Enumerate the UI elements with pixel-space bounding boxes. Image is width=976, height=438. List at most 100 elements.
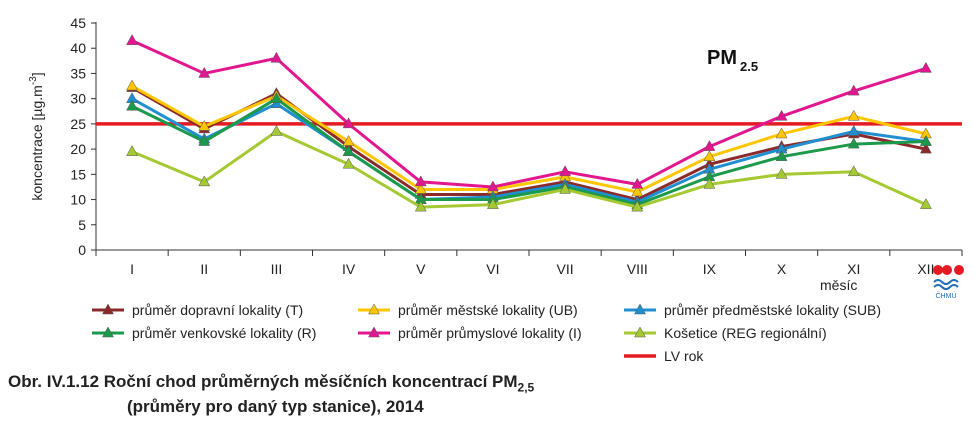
series-group — [126, 34, 932, 212]
data-point — [919, 198, 932, 209]
y-tick-label: 25 — [70, 116, 86, 132]
data-point — [198, 66, 211, 78]
legend-marker — [102, 326, 114, 338]
legend-label: průměr předměstské lokality (SUB) — [664, 302, 881, 318]
series-6 — [126, 124, 932, 212]
y-tick-label: 5 — [78, 217, 86, 233]
data-point — [847, 124, 860, 136]
data-point — [775, 150, 788, 161]
x-axis-ticks: I II III IV V VI VII VIII IX X XI XII — [95, 250, 963, 277]
legend-item: průměr předměstské lokality (SUB) — [624, 302, 881, 318]
data-point — [270, 124, 283, 136]
axes — [95, 22, 962, 251]
x-tick-label: III — [271, 261, 283, 277]
data-point — [703, 177, 716, 189]
data-point — [775, 109, 788, 121]
legend-label: průměr průmyslové lokality (I) — [398, 325, 582, 341]
data-point — [631, 177, 644, 189]
caption-subscript: 2,5 — [517, 380, 535, 395]
data-point — [198, 119, 211, 131]
x-tick-label: VIII — [627, 261, 648, 277]
data-point — [919, 142, 932, 154]
legend-marker — [634, 326, 646, 338]
x-tick-label: VI — [486, 261, 499, 277]
y-tick-label: 35 — [70, 65, 86, 81]
legend-label: LV rok — [664, 348, 704, 364]
legend-item: LV rok — [624, 348, 704, 364]
data-point — [270, 92, 283, 103]
data-point — [847, 84, 860, 96]
legend-label: průměr dopravní lokality (T) — [132, 302, 303, 318]
data-point — [559, 165, 572, 177]
series-5 — [126, 34, 932, 192]
data-point — [198, 135, 211, 146]
x-tick-label: V — [416, 261, 426, 277]
data-point — [847, 165, 860, 177]
logo-wave — [933, 279, 959, 285]
data-point — [631, 200, 644, 212]
data-point — [126, 99, 139, 111]
legend: průměr dopravní lokality (T) průměr městs… — [92, 302, 881, 364]
x-tick-label: II — [200, 261, 208, 277]
caption-line2: (průměry pro daný typ stanice), 2014 — [127, 397, 424, 417]
series-line — [131, 97, 926, 207]
y-tick-label: 40 — [70, 40, 86, 56]
y-tick-label: 10 — [70, 192, 86, 208]
x-axis-label: měsíc — [820, 277, 857, 293]
legend-item: průměr průmyslové lokality (I) — [358, 325, 582, 341]
data-point — [919, 61, 932, 73]
series-line — [131, 39, 927, 189]
data-point — [414, 200, 427, 212]
x-tick-label: IV — [342, 261, 356, 277]
chart-title-subscript: 2.5 — [740, 59, 758, 74]
legend-label: Košetice (REG regionální) — [664, 325, 827, 341]
y-tick-label: 0 — [78, 242, 86, 258]
data-point — [919, 135, 932, 146]
legend-item: Košetice (REG regionální) — [624, 325, 827, 341]
x-tick-label: X — [777, 261, 787, 277]
data-point — [414, 175, 427, 187]
data-point — [126, 34, 139, 45]
data-point — [486, 180, 499, 192]
x-tick-label: XII — [917, 261, 934, 277]
caption-prefix: Obr. IV.1.12 Roční chod průměrných měsíč… — [8, 372, 518, 391]
legend-marker — [102, 303, 114, 315]
data-point — [486, 198, 499, 209]
y-tick-label: 15 — [70, 166, 86, 182]
data-point — [126, 79, 139, 91]
data-point — [270, 51, 283, 63]
y-axis-label: koncentrace [µg.m-3] — [28, 72, 45, 200]
legend-item: průměr městské lokality (UB) — [358, 302, 578, 318]
data-point — [198, 175, 211, 187]
x-tick-label: I — [130, 261, 134, 277]
series-line — [131, 129, 927, 209]
logo-dot — [933, 265, 943, 275]
data-point — [126, 145, 139, 156]
data-point — [703, 140, 716, 151]
legend-marker — [368, 303, 380, 315]
data-point — [703, 150, 716, 161]
data-point — [559, 182, 572, 194]
figure-caption: Obr. IV.1.12 Roční chod průměrných měsíč… — [8, 372, 534, 417]
chmu-logo: ČHMÚ — [933, 265, 964, 300]
logo-text: ČHMÚ — [936, 291, 957, 300]
chart-title: PM — [707, 47, 737, 69]
legend-item: průměr venkovské lokality (R) — [92, 325, 316, 341]
data-point — [775, 127, 788, 139]
legend-label: průměr městské lokality (UB) — [398, 302, 578, 318]
legend-item: průměr dopravní lokality (T) — [92, 302, 303, 318]
legend-marker — [368, 326, 380, 338]
title-background — [694, 38, 776, 78]
x-tick-label: IX — [703, 261, 717, 277]
caption-line1: Obr. IV.1.12 Roční chod průměrných měsíč… — [8, 372, 535, 395]
logo-dot — [942, 265, 952, 275]
y-tick-label: 45 — [70, 15, 86, 31]
x-tick-label: XI — [847, 261, 860, 277]
y-tick-label: 30 — [70, 91, 86, 107]
y-tick-label: 20 — [70, 141, 86, 157]
x-tick-label: VII — [557, 261, 574, 277]
data-point — [847, 137, 860, 149]
legend-label: průměr venkovské lokality (R) — [132, 325, 316, 341]
legend-marker — [634, 303, 646, 315]
